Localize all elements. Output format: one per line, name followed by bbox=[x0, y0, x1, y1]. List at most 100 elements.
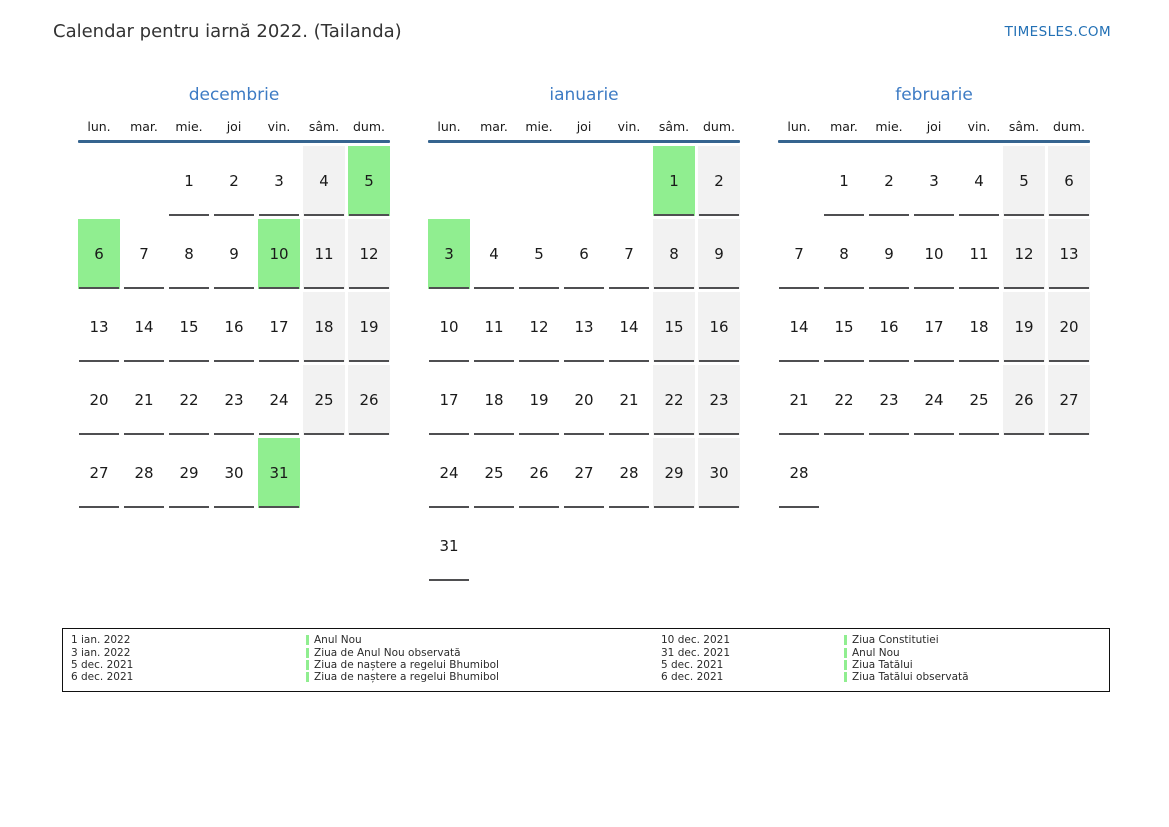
holiday-marker-icon bbox=[844, 659, 847, 670]
site-link[interactable]: TIMESLES.COM bbox=[1004, 24, 1111, 40]
day-februarie-25: 25 bbox=[958, 365, 1000, 435]
day-decembrie-1: 1 bbox=[168, 146, 210, 216]
legend-date: 3 ian. 2022 bbox=[71, 646, 131, 659]
header-underline bbox=[78, 140, 390, 143]
day-decembrie-23: 23 bbox=[213, 365, 255, 435]
month-decembrie: decembrie lun. mar. mie. joi vin. sâm. dum. 1 2 3 4… bbox=[78, 84, 390, 581]
month-februarie: februarie lun. mar. mie. joi vin. sâm. dum. 1 2 3 4… bbox=[778, 84, 1090, 581]
day-februarie-24: 24 bbox=[913, 365, 955, 435]
holiday-marker-icon bbox=[306, 659, 309, 670]
day-februarie-14: 14 bbox=[778, 292, 820, 362]
day-decembrie-9: 9 bbox=[213, 219, 255, 289]
day-februarie-6: 6 bbox=[1048, 146, 1090, 216]
weekday-label: joi bbox=[226, 119, 242, 134]
empty-cell bbox=[608, 146, 650, 216]
legend-holiday-name: Ziua Constitutiei bbox=[852, 634, 939, 647]
day-decembrie-16: 16 bbox=[213, 292, 255, 362]
day-ianuarie-26: 26 bbox=[518, 438, 560, 508]
day-ianuarie-5: 5 bbox=[518, 219, 560, 289]
weekday-label: mar. bbox=[130, 119, 158, 134]
empty-cell bbox=[1048, 438, 1090, 508]
empty-cell bbox=[1003, 438, 1045, 508]
day-decembrie-29: 29 bbox=[168, 438, 210, 508]
day-ianuarie-12: 12 bbox=[518, 292, 560, 362]
holiday-marker-icon bbox=[844, 672, 847, 683]
legend-holiday-name: Anul Nou bbox=[314, 634, 362, 647]
day-februarie-9: 9 bbox=[868, 219, 910, 289]
day-ianuarie-8: 8 bbox=[653, 219, 695, 289]
day-ianuarie-1: 1 bbox=[653, 146, 695, 216]
empty-cell bbox=[653, 511, 695, 581]
weekday-label: vin. bbox=[267, 119, 291, 134]
day-ianuarie-28: 28 bbox=[608, 438, 650, 508]
month-ianuarie: ianuarie lun. mar. mie. joi vin. sâm. dum. 1 2 3 4 5… bbox=[428, 84, 740, 581]
day-februarie-10: 10 bbox=[913, 219, 955, 289]
day-februarie-21: 21 bbox=[778, 365, 820, 435]
legend-holiday-name: Ziua Tatălui observată bbox=[852, 671, 969, 684]
day-februarie-16: 16 bbox=[868, 292, 910, 362]
day-decembrie-24: 24 bbox=[258, 365, 300, 435]
page-title: Calendar pentru iarnă 2022. (Tailanda) bbox=[53, 21, 402, 42]
day-ianuarie-21: 21 bbox=[608, 365, 650, 435]
day-februarie-8: 8 bbox=[823, 219, 865, 289]
weekday-label: vin. bbox=[617, 119, 641, 134]
day-ianuarie-9: 9 bbox=[698, 219, 740, 289]
weekday-label: lun. bbox=[87, 119, 111, 134]
day-februarie-13: 13 bbox=[1048, 219, 1090, 289]
empty-cell bbox=[518, 146, 560, 216]
legend-date: 31 dec. 2021 bbox=[661, 646, 730, 659]
day-februarie-28: 28 bbox=[778, 438, 820, 508]
day-decembrie-10: 10 bbox=[258, 219, 300, 289]
day-decembrie-12: 12 bbox=[348, 219, 390, 289]
day-februarie-22: 22 bbox=[823, 365, 865, 435]
holiday-marker-icon bbox=[306, 635, 309, 646]
weekday-label: lun. bbox=[787, 119, 811, 134]
weekday-label: dum. bbox=[1052, 119, 1085, 134]
legend-date: 6 dec. 2021 bbox=[71, 671, 134, 684]
legend-holiday: Anul Nou bbox=[306, 634, 661, 646]
month-title: decembrie bbox=[188, 85, 280, 105]
legend-holiday-name: Ziua de naștere a regelui Bhumibol bbox=[314, 658, 499, 671]
day-februarie-27: 27 bbox=[1048, 365, 1090, 435]
empty-cell bbox=[778, 146, 820, 216]
day-decembrie-3: 3 bbox=[258, 146, 300, 216]
day-decembrie-31: 31 bbox=[258, 438, 300, 508]
day-februarie-26: 26 bbox=[1003, 365, 1045, 435]
weekday-label: joi bbox=[576, 119, 592, 134]
month-title: ianuarie bbox=[549, 85, 619, 105]
holiday-marker-icon bbox=[844, 647, 847, 658]
day-ianuarie-19: 19 bbox=[518, 365, 560, 435]
legend-holiday: Ziua Constitutiei bbox=[844, 634, 1109, 646]
weekday-header-row: lun. mar. mie. joi vin. sâm. dum. bbox=[778, 119, 1090, 134]
month-grid: 1 2 3 4 5 6 7 8 9 10 11 12 13 14 15 16 17 18 19 20 21 22 23 24 2… bbox=[778, 146, 1090, 508]
weekday-label: sâm. bbox=[1008, 119, 1040, 134]
day-decembrie-15: 15 bbox=[168, 292, 210, 362]
weekday-label: sâm. bbox=[658, 119, 690, 134]
day-ianuarie-3: 3 bbox=[428, 219, 470, 289]
weekday-label: lun. bbox=[437, 119, 461, 134]
day-februarie-7: 7 bbox=[778, 219, 820, 289]
day-ianuarie-18: 18 bbox=[473, 365, 515, 435]
day-decembrie-5: 5 bbox=[348, 146, 390, 216]
legend-holiday-name: Anul Nou bbox=[852, 646, 900, 659]
day-februarie-3: 3 bbox=[913, 146, 955, 216]
day-decembrie-17: 17 bbox=[258, 292, 300, 362]
day-ianuarie-6: 6 bbox=[563, 219, 605, 289]
header-underline bbox=[778, 140, 1090, 143]
legend-holiday-name: Ziua de naștere a regelui Bhumibol bbox=[314, 671, 499, 684]
legend-holiday: Ziua de naștere a regelui Bhumibol bbox=[306, 659, 661, 671]
day-februarie-17: 17 bbox=[913, 292, 955, 362]
day-decembrie-25: 25 bbox=[303, 365, 345, 435]
day-decembrie-20: 20 bbox=[78, 365, 120, 435]
day-decembrie-21: 21 bbox=[123, 365, 165, 435]
legend-holiday: Ziua Tatălui bbox=[844, 659, 1109, 671]
weekday-label: mie. bbox=[875, 119, 903, 134]
day-decembrie-2: 2 bbox=[213, 146, 255, 216]
empty-cell bbox=[348, 438, 390, 508]
day-ianuarie-14: 14 bbox=[608, 292, 650, 362]
day-ianuarie-10: 10 bbox=[428, 292, 470, 362]
day-ianuarie-22: 22 bbox=[653, 365, 695, 435]
day-februarie-2: 2 bbox=[868, 146, 910, 216]
empty-cell bbox=[563, 146, 605, 216]
weekday-header-row: lun. mar. mie. joi vin. sâm. dum. bbox=[78, 119, 390, 134]
